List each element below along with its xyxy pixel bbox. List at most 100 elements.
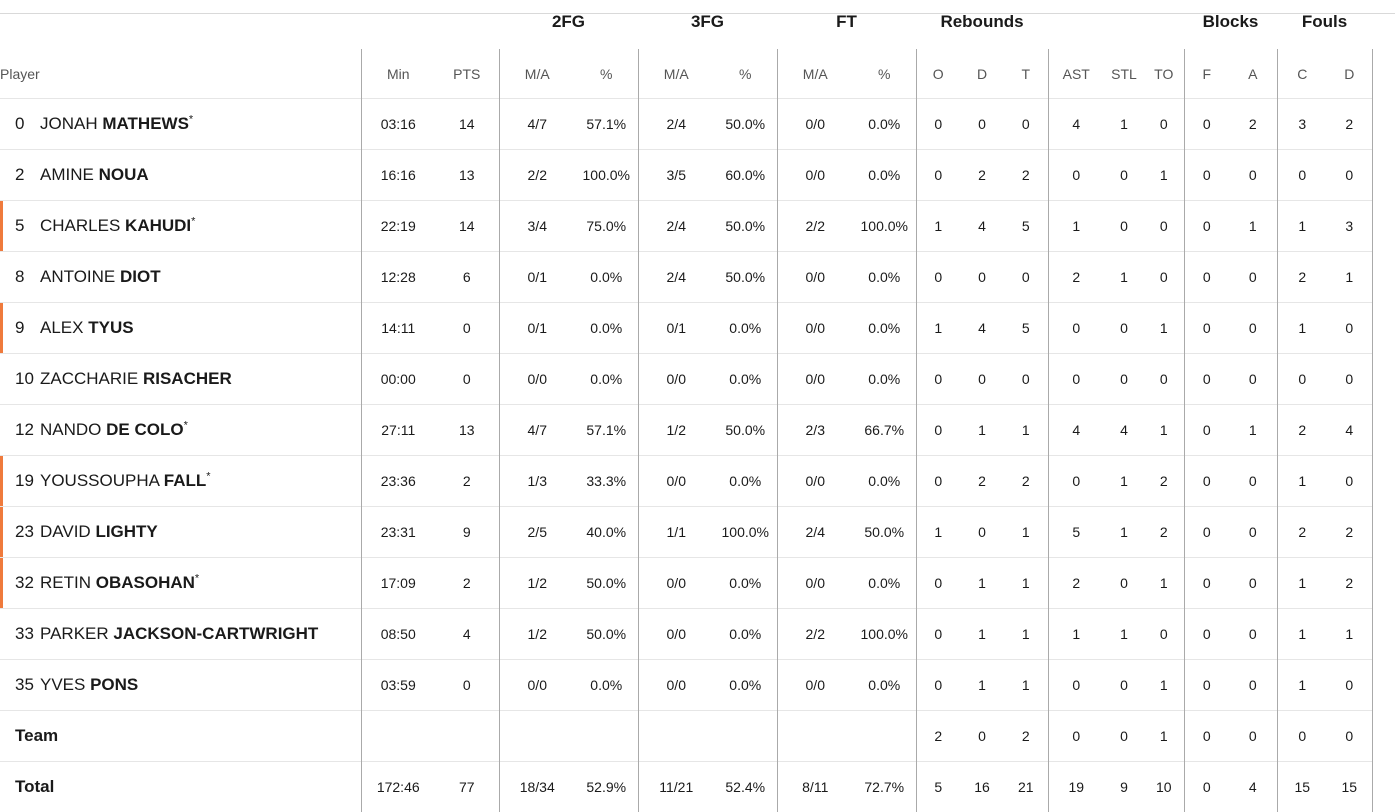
header-blk-f[interactable]: F xyxy=(1184,49,1229,99)
cell-to: 0 xyxy=(1144,201,1184,252)
header-blk-a[interactable]: A xyxy=(1229,49,1277,99)
cell-reb-d: 2 xyxy=(960,456,1004,507)
cell-blk-f: 0 xyxy=(1184,405,1229,456)
header-reb-t[interactable]: T xyxy=(1004,49,1048,99)
cell-reb-d: 0 xyxy=(960,99,1004,150)
player-name[interactable]: ALEX TYUS xyxy=(40,318,134,337)
cell-foul-d: 3 xyxy=(1327,201,1372,252)
cell-fg3-ma: 1/1 xyxy=(638,507,714,558)
cell-foul-d: 2 xyxy=(1327,558,1372,609)
header-3fg-ma[interactable]: M/A xyxy=(638,49,714,99)
cell-ft-ma: 0/0 xyxy=(777,303,853,354)
cell-pts: 0 xyxy=(435,303,499,354)
header-2fg-pct[interactable]: % xyxy=(575,49,638,99)
cell-ft-ma: 2/4 xyxy=(777,507,853,558)
starter-marker: * xyxy=(206,471,210,483)
cell-stl: 0 xyxy=(1104,711,1144,762)
group-3fg: 3FG xyxy=(638,0,777,32)
cell-stl: 0 xyxy=(1104,150,1144,201)
header-pts[interactable]: PTS xyxy=(435,49,499,99)
cell-ast: 0 xyxy=(1048,303,1104,354)
header-stl[interactable]: STL xyxy=(1104,49,1144,99)
group-2fg: 2FG xyxy=(499,0,638,32)
header-foul-d[interactable]: D xyxy=(1327,49,1372,99)
cell-to: 0 xyxy=(1144,252,1184,303)
player-name[interactable]: JONAH MATHEWS* xyxy=(40,114,193,133)
header-3fg-pct[interactable]: % xyxy=(714,49,777,99)
cell-fg2-ma: 0/0 xyxy=(499,660,575,711)
cell-pts: 14 xyxy=(435,99,499,150)
cell-ft-pct: 100.0% xyxy=(853,609,916,660)
header-min[interactable]: Min xyxy=(361,49,435,99)
header-foul-c[interactable]: C xyxy=(1277,49,1327,99)
cell-ft-pct: 0.0% xyxy=(853,99,916,150)
cell-foul-d: 2 xyxy=(1327,99,1372,150)
player-name[interactable]: DAVID LIGHTY xyxy=(40,522,158,541)
header-reb-d[interactable]: D xyxy=(960,49,1004,99)
cell-foul-d: 1 xyxy=(1327,252,1372,303)
header-2fg-ma[interactable]: M/A xyxy=(499,49,575,99)
cell-fg2-ma: 2/2 xyxy=(499,150,575,201)
player-name[interactable]: PARKER JACKSON-CARTWRIGHT xyxy=(40,624,318,643)
header-reb-o[interactable]: O xyxy=(916,49,960,99)
cell-pts: 14 xyxy=(435,201,499,252)
cell-foul-d: 1 xyxy=(1327,609,1372,660)
cell-ft-ma: 0/0 xyxy=(777,99,853,150)
cell-foul-d: 0 xyxy=(1327,354,1372,405)
header-to[interactable]: TO xyxy=(1144,49,1184,99)
cell-ft-pct: 0.0% xyxy=(853,558,916,609)
cell-stl: 0 xyxy=(1104,354,1144,405)
player-last-name: LIGHTY xyxy=(95,522,157,541)
player-name[interactable]: NANDO DE COLO* xyxy=(40,420,188,439)
cell-fg3-pct: 50.0% xyxy=(714,201,777,252)
player-name[interactable]: YOUSSOUPHA FALL* xyxy=(40,471,211,490)
cell-reb-o: 1 xyxy=(916,507,960,558)
row-accent-marker xyxy=(0,456,3,506)
header-player[interactable]: Player xyxy=(0,49,361,99)
header-ft-pct[interactable]: % xyxy=(853,49,916,99)
player-first-name: YOUSSOUPHA xyxy=(40,471,159,490)
player-name[interactable]: RETIN OBASOHAN* xyxy=(40,573,199,592)
cell-foul-c: 2 xyxy=(1277,507,1327,558)
cell-fg2-ma xyxy=(499,711,575,762)
player-name[interactable]: ZACCHARIE RISACHER xyxy=(40,369,232,388)
player-name[interactable]: ANTOINE DIOT xyxy=(40,267,161,286)
player-name[interactable]: YVES PONS xyxy=(40,675,138,694)
cell-blk-f: 0 xyxy=(1184,303,1229,354)
player-name[interactable]: AMINE NOUA xyxy=(40,165,149,184)
cell-fg2-ma: 3/4 xyxy=(499,201,575,252)
team-label-cell: Team xyxy=(0,711,361,762)
header-ast[interactable]: AST xyxy=(1048,49,1104,99)
group-fouls: Fouls xyxy=(1277,0,1372,32)
cell-fg2-pct: 100.0% xyxy=(575,150,638,201)
player-name[interactable]: CHARLES KAHUDI* xyxy=(40,216,195,235)
header-ft-ma[interactable]: M/A xyxy=(777,49,853,99)
player-first-name: AMINE xyxy=(40,165,94,184)
cell-blk-a: 0 xyxy=(1229,660,1277,711)
cell-foul-d: 0 xyxy=(1327,150,1372,201)
